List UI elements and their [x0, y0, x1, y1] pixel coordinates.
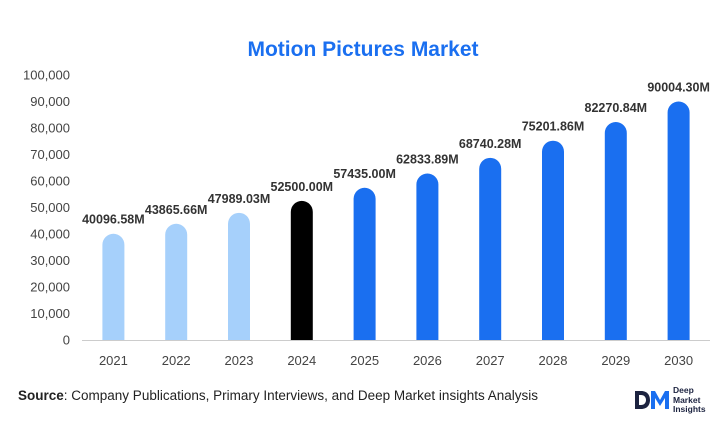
data-labels: 40096.58M43865.66M47989.03M52500.00M5743…	[82, 80, 710, 226]
logo-line-3: Insights	[673, 404, 706, 414]
y-tick-label: 90,000	[30, 94, 70, 109]
y-tick-label: 20,000	[30, 280, 70, 295]
y-tick-label: 0	[63, 333, 70, 348]
x-tick-label-2027: 2027	[476, 353, 505, 368]
x-axis: 2021 2022 2023 2024 2025 2026 2027 2028 2029 2030	[99, 353, 693, 368]
data-label-2023: 47989.03M	[208, 192, 271, 206]
logo-wordmark: Deep Market Insights	[673, 385, 706, 415]
y-tick-label: 40,000	[30, 227, 70, 242]
data-label-2026: 62833.89M	[396, 152, 459, 166]
logo-line-1: Deep	[673, 385, 694, 395]
x-tick-label-2023: 2023	[225, 353, 254, 368]
chart-title: Motion Pictures Market	[247, 38, 479, 61]
bars	[102, 101, 690, 340]
brand-logo: Deep Market Insights	[633, 385, 723, 416]
y-tick-label: 60,000	[30, 174, 70, 189]
x-tick-label-2021: 2021	[99, 353, 128, 368]
y-tick-label: 100,000	[23, 68, 70, 83]
data-label-2025: 57435.00M	[333, 167, 396, 181]
y-tick-label: 80,000	[30, 121, 70, 136]
bar-2027	[479, 157, 502, 340]
data-label-2030: 90004.30M	[647, 80, 710, 94]
bar-2029	[604, 121, 627, 340]
x-tick-label-2022: 2022	[162, 353, 191, 368]
source-text: : Company Publications, Primary Intervie…	[63, 388, 538, 403]
y-tick-label: 50,000	[30, 200, 70, 215]
bar-2028	[542, 140, 564, 340]
data-label-2024: 52500.00M	[271, 180, 334, 194]
bar-2023	[228, 212, 250, 340]
data-label-2021: 40096.58M	[82, 213, 145, 227]
x-tick-label-2026: 2026	[413, 353, 442, 368]
bar-2025	[353, 187, 376, 340]
bar-2030	[667, 101, 690, 340]
data-label-2027: 68740.28M	[459, 137, 522, 151]
source-label: Source	[18, 388, 64, 403]
x-tick-label-2028: 2028	[539, 353, 568, 368]
bar-2026	[416, 173, 439, 340]
data-label-2028: 75201.86M	[522, 120, 585, 134]
y-tick-label: 10,000	[30, 306, 70, 321]
bar-chart: 0 10,000 20,000 30,000 40,000 50,000 60,000 70,…	[23, 68, 710, 368]
x-tick-label-2030: 2030	[664, 353, 693, 368]
y-tick-label: 30,000	[30, 253, 70, 268]
x-tick-label-2029: 2029	[601, 353, 630, 368]
y-axis: 0 10,000 20,000 30,000 40,000 50,000 60,000 70,…	[23, 68, 70, 348]
bar-2024	[290, 200, 313, 340]
y-tick-label: 70,000	[30, 147, 70, 162]
x-tick-label-2025: 2025	[350, 353, 379, 368]
logo-line-2: Market	[673, 394, 701, 405]
source-line: Source: Company Publications, Primary In…	[18, 388, 538, 403]
data-label-2022: 43865.66M	[145, 203, 208, 217]
dm-logo-icon	[635, 391, 669, 409]
x-tick-label-2024: 2024	[287, 353, 316, 368]
bar-2021	[102, 233, 125, 340]
bar-2022	[165, 223, 188, 340]
data-label-2029: 82270.84M	[585, 101, 648, 115]
